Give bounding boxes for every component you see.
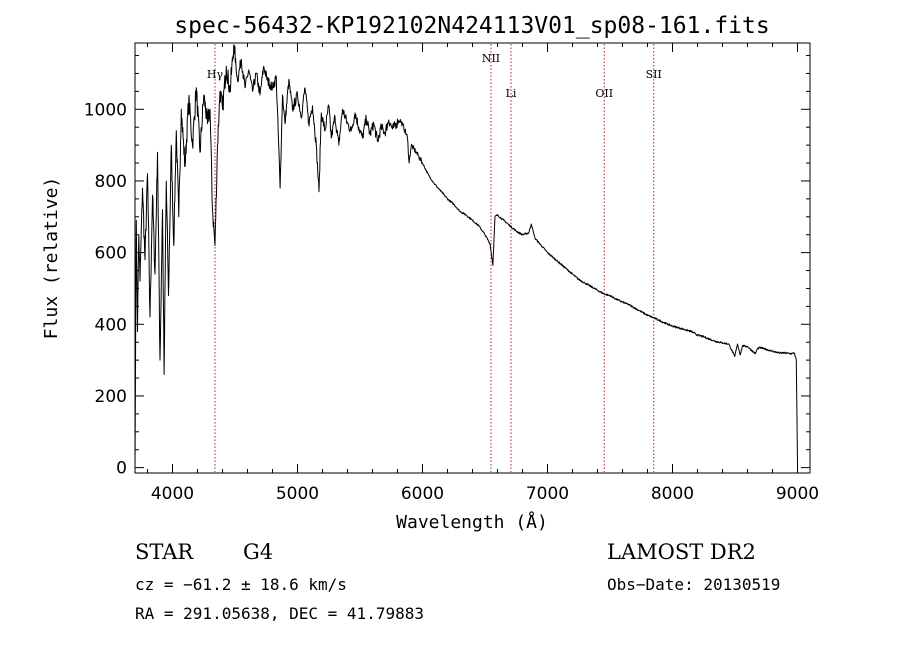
y-axis-ticks: 0 200 400 600 800 1000: [84, 55, 810, 479]
line-label: Hγ: [207, 68, 224, 81]
y-axis-label: Flux (relative): [41, 177, 62, 340]
line-label: NII: [482, 52, 500, 65]
plot-frame: [134, 42, 811, 474]
object-type: STAR: [135, 540, 194, 564]
y-tick-label: 200: [95, 387, 127, 407]
x-axis-ticks: 4000 5000 6000 7000 8000 9000: [147, 43, 819, 504]
y-tick-label: 600: [95, 244, 127, 264]
x-axis-label: Wavelength (Å): [396, 511, 548, 533]
redshift-velocity: cz = −61.2 ± 18.6 km/s: [135, 575, 347, 594]
flux-series-line: [134, 44, 798, 468]
x-tick-label: 4000: [151, 484, 194, 504]
x-tick-label: 6000: [401, 484, 444, 504]
y-tick-label: 400: [95, 315, 127, 335]
flux-series-layer: [134, 44, 798, 468]
y-tick-label: 0: [116, 459, 127, 479]
observation-date: Obs−Date: 20130519: [607, 575, 781, 594]
x-tick-label: 9000: [776, 484, 819, 504]
line-label: SII: [646, 68, 662, 81]
x-tick-label: 5000: [276, 484, 319, 504]
line-label: Li: [506, 87, 517, 100]
emission-line-markers: Hγ NII Li OII SII: [207, 44, 662, 472]
x-tick-label: 7000: [526, 484, 569, 504]
sky-coordinates: RA = 291.05638, DEC = 41.79883: [135, 604, 424, 623]
spectral-subclass: G4: [243, 540, 274, 564]
y-tick-label: 1000: [84, 100, 127, 120]
survey-name: LAMOST DR2: [607, 540, 756, 564]
y-tick-label: 800: [95, 172, 127, 192]
x-tick-label: 8000: [651, 484, 694, 504]
chart-title: spec-56432-KP192102N424113V01_sp08-161.f…: [174, 13, 769, 39]
line-label: OII: [595, 87, 613, 100]
